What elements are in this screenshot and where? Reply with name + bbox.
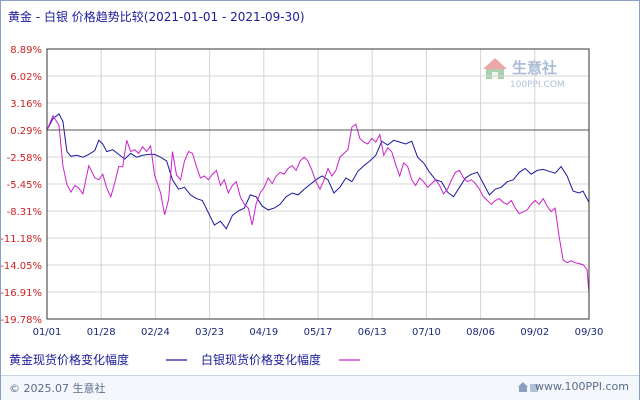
series-line-silver xyxy=(46,114,590,293)
axes xyxy=(46,48,590,320)
y-tick-label: -5.45% xyxy=(7,180,42,191)
grid xyxy=(46,48,590,320)
x-tick-label: 05/17 xyxy=(304,327,333,338)
y-tick-label: 6.02% xyxy=(10,72,42,83)
footer-bar: © 2025.07 生意社 www.100PPI.com xyxy=(1,375,639,400)
y-tick-label: -2.58% xyxy=(7,153,42,164)
watermark: 生意社 100PPI.COM xyxy=(483,58,565,90)
chart-canvas: 生意社 100PPI.COM 8.89% 6.02% 3.16% 0.29% -2.58… xyxy=(1,45,604,367)
legend: 黄金现货价格变化幅度 白银现货价格变化幅度 xyxy=(9,352,360,367)
series-lines xyxy=(46,113,590,293)
series-line-gold xyxy=(46,113,590,230)
x-tick-label: 03/23 xyxy=(195,327,224,338)
y-tick-label: 0.29% xyxy=(10,126,42,137)
x-tick-label: 01/28 xyxy=(87,327,116,338)
watermark-url: 100PPI.COM xyxy=(510,80,565,90)
y-tick-label: 8.89% xyxy=(10,45,42,56)
copyright-text: © 2025.07 生意社 xyxy=(9,382,106,395)
x-tick-label: 06/13 xyxy=(358,327,387,338)
x-axis-ticks: 01/01 01/28 02/24 03/23 04/19 05/17 06/13 07/10… xyxy=(33,327,604,338)
x-tick-label: 04/19 xyxy=(249,327,278,338)
x-tick-label: 07/10 xyxy=(412,327,441,338)
x-tick-label: 09/02 xyxy=(520,327,549,338)
footer-logo-icon xyxy=(518,382,538,392)
x-tick-label: 08/06 xyxy=(466,327,495,338)
x-tick-label: 01/01 xyxy=(33,327,62,338)
y-tick-label: -19.78% xyxy=(1,315,42,326)
legend-label-silver: 白银现货价格变化幅度 xyxy=(201,352,321,367)
legend-label-gold: 黄金现货价格变化幅度 xyxy=(9,352,129,367)
y-tick-label: -11.18% xyxy=(1,234,42,245)
plot-border xyxy=(46,48,590,320)
x-tick-label: 02/24 xyxy=(141,327,170,338)
y-tick-label: 3.16% xyxy=(10,99,42,110)
x-tick-label: 09/30 xyxy=(575,327,604,338)
y-axis-ticks: 8.89% 6.02% 3.16% 0.29% -2.58% -5.45% -8.31% -1… xyxy=(1,45,42,326)
y-tick-label: -8.31% xyxy=(7,207,42,218)
footer-site-link[interactable]: www.100PPI.com xyxy=(535,380,629,393)
y-tick-label: -16.91% xyxy=(1,288,42,299)
y-tick-label: -14.05% xyxy=(1,261,42,272)
chart-title: 黄金 - 白银 价格趋势比较(2021-01-01 - 2021-09-30) xyxy=(8,10,305,24)
